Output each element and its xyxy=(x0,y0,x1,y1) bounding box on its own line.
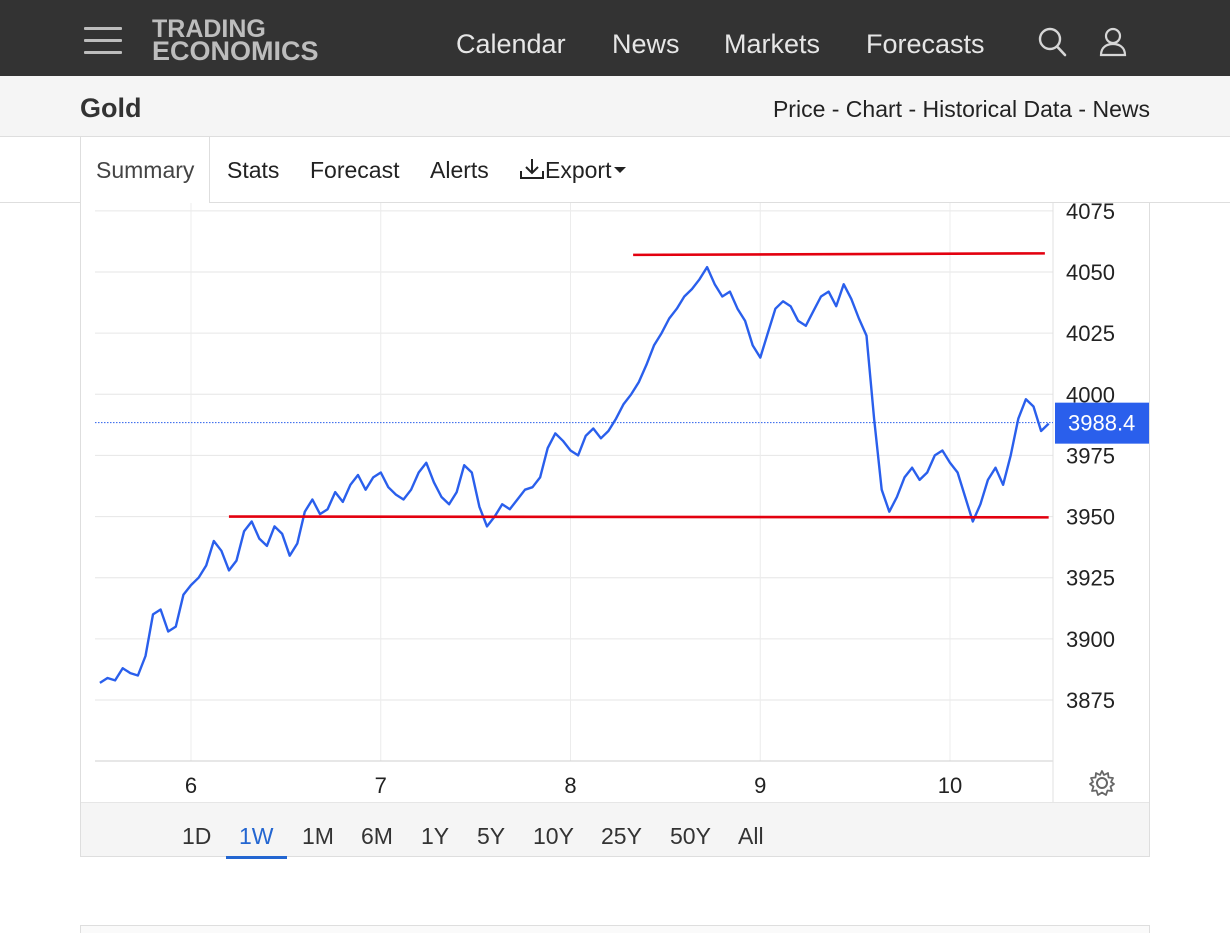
x-tick-label: 6 xyxy=(185,773,197,798)
y-tick-label: 3875 xyxy=(1066,688,1115,713)
x-tick-label: 9 xyxy=(754,773,766,798)
tabs-bar: Summary Stats Forecast Alerts Export xyxy=(0,137,1230,203)
page-title: Gold xyxy=(80,93,142,123)
nav-markets[interactable]: Markets xyxy=(724,29,821,59)
range-1w[interactable]: 1W xyxy=(226,823,287,859)
x-tick-label: 7 xyxy=(375,773,387,798)
nav-news[interactable]: News xyxy=(612,29,680,59)
tab-forecast[interactable]: Forecast xyxy=(310,157,400,183)
x-tick-label: 10 xyxy=(938,773,962,798)
tab-alerts[interactable]: Alerts xyxy=(430,157,489,183)
nav-forecasts[interactable]: Forecasts xyxy=(866,29,985,59)
y-tick-label: 4050 xyxy=(1066,260,1115,285)
chart-settings-icon[interactable] xyxy=(1088,769,1116,797)
y-tick-label: 3925 xyxy=(1066,566,1115,591)
current-price-label: 3988.4 xyxy=(1068,411,1135,436)
user-icon[interactable] xyxy=(1099,26,1127,63)
range-1m[interactable]: 1M xyxy=(302,823,334,849)
current-price-badge xyxy=(1055,402,1149,444)
y-tick-label: 3900 xyxy=(1066,627,1115,652)
range-5y[interactable]: 5Y xyxy=(477,823,506,849)
y-tick-label: 4025 xyxy=(1066,321,1115,346)
range-1d[interactable]: 1D xyxy=(182,823,212,849)
y-tick-label: 3975 xyxy=(1066,443,1115,468)
range-1y[interactable]: 1Y xyxy=(421,823,450,849)
range-50y[interactable]: 50Y xyxy=(670,823,711,849)
caret-down-icon xyxy=(614,167,627,173)
resistance-line xyxy=(633,252,1045,257)
page-links[interactable]: Price - Chart - Historical Data - News xyxy=(772,96,1150,122)
y-tick-label: 3950 xyxy=(1066,505,1115,530)
export-button[interactable]: Export xyxy=(519,157,627,184)
range-selector: 1D 1W 1M 6M 1Y 5Y 10Y 25Y 50Y All xyxy=(81,802,1149,859)
menu-icon[interactable] xyxy=(84,27,122,57)
logo-line1: TRADING xyxy=(152,15,266,43)
download-icon xyxy=(520,159,544,179)
range-10y[interactable]: 10Y xyxy=(533,823,574,849)
range-all[interactable]: All xyxy=(738,823,764,849)
range-25y[interactable]: 25Y xyxy=(601,823,642,849)
y-tick-label: 4075 xyxy=(1066,203,1115,224)
top-navbar: TRADING ECONOMICS Calendar News Markets … xyxy=(0,0,1230,76)
search-icon[interactable] xyxy=(1038,26,1068,63)
price-series-line xyxy=(99,265,1050,684)
x-tick-label: 8 xyxy=(564,773,576,798)
next-section-edge xyxy=(80,925,1150,933)
range-6m[interactable]: 6M xyxy=(361,823,393,849)
nav-calendar[interactable]: Calendar xyxy=(456,29,566,59)
tab-stats[interactable]: Stats xyxy=(227,157,280,183)
logo[interactable]: TRADING ECONOMICS xyxy=(152,15,319,66)
support-line xyxy=(228,515,1049,519)
logo-line2: ECONOMICS xyxy=(152,36,319,66)
tab-summary[interactable]: Summary xyxy=(80,137,211,203)
page-header: Gold Price - Chart - Historical Data - N… xyxy=(0,76,1230,137)
export-label: Export xyxy=(545,157,612,183)
